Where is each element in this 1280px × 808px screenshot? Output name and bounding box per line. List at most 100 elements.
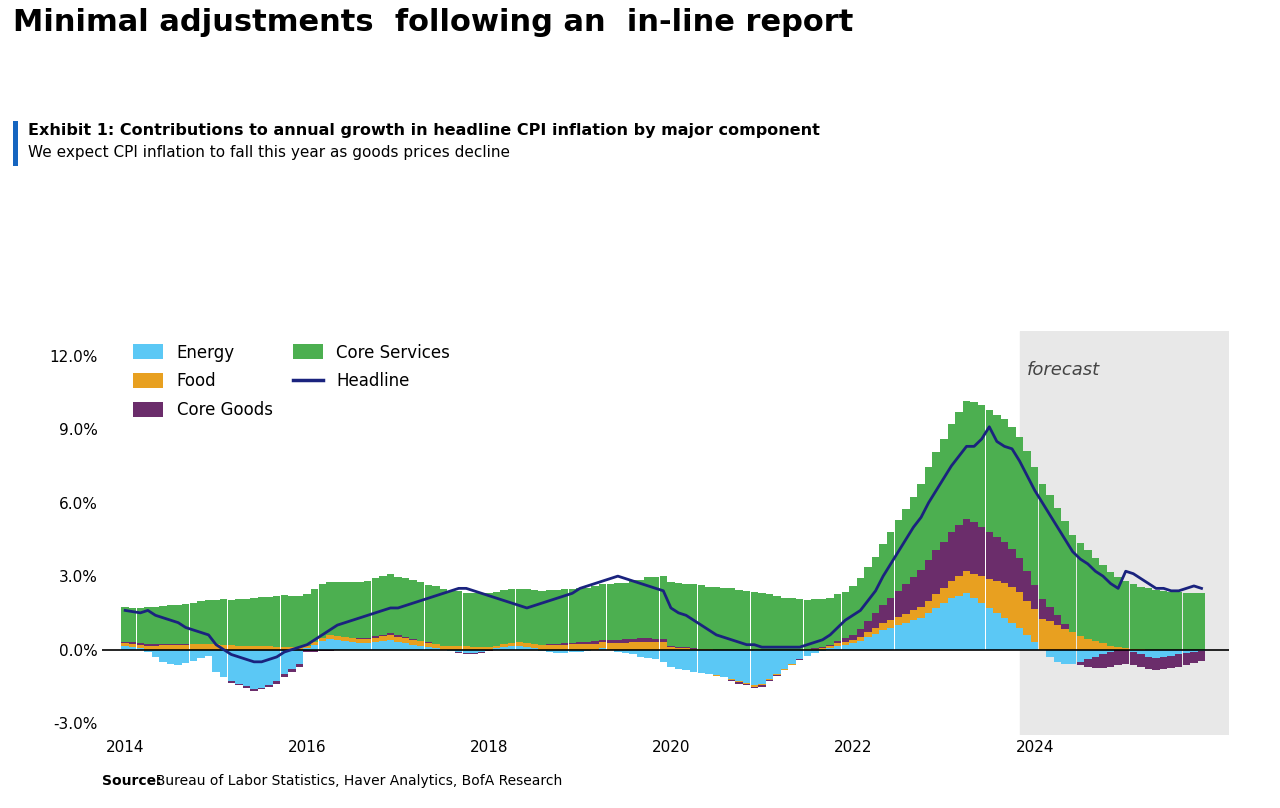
Bar	[1183, 650, 1190, 653]
Bar	[955, 576, 963, 595]
Bar	[933, 550, 940, 595]
Bar	[159, 650, 166, 662]
Bar	[765, 680, 773, 681]
Bar	[576, 644, 584, 650]
Bar	[841, 638, 849, 642]
Bar	[1084, 638, 1092, 650]
Bar	[243, 646, 250, 650]
Bar	[599, 640, 607, 642]
Bar	[925, 467, 932, 560]
Bar	[257, 597, 265, 646]
Bar	[690, 649, 698, 650]
Bar	[1053, 650, 1061, 662]
Bar	[174, 650, 182, 666]
Bar	[796, 600, 804, 650]
Bar	[970, 574, 978, 598]
Bar	[675, 583, 682, 646]
Bar	[765, 679, 773, 680]
Bar	[970, 402, 978, 522]
Bar	[410, 640, 417, 645]
Bar	[879, 605, 887, 624]
Bar	[553, 645, 561, 650]
Bar	[1129, 584, 1137, 649]
Bar	[667, 650, 675, 667]
Bar	[675, 646, 682, 648]
Bar	[1144, 650, 1152, 657]
Bar	[1183, 593, 1190, 650]
Bar	[940, 603, 947, 650]
Bar	[394, 635, 402, 637]
Bar	[940, 439, 947, 542]
Bar	[993, 612, 1001, 650]
Bar	[796, 650, 804, 659]
Bar	[607, 640, 614, 643]
Bar	[1030, 642, 1038, 650]
Bar	[440, 646, 447, 650]
Bar	[326, 638, 334, 650]
Bar	[205, 644, 212, 650]
Bar	[410, 639, 417, 640]
Bar	[622, 650, 630, 653]
Bar	[1024, 571, 1030, 600]
Bar	[872, 613, 879, 628]
Bar	[856, 578, 864, 629]
Bar	[933, 608, 940, 650]
Bar	[910, 610, 918, 621]
Bar	[152, 650, 159, 657]
Bar	[1107, 652, 1115, 667]
Bar	[1160, 657, 1167, 669]
Bar	[371, 638, 379, 642]
Bar	[812, 600, 819, 648]
Bar	[493, 591, 500, 646]
Bar	[690, 650, 698, 671]
Bar	[288, 669, 296, 672]
Bar	[675, 650, 682, 669]
Bar	[326, 582, 334, 635]
Bar	[296, 595, 303, 647]
Bar	[273, 596, 280, 646]
Bar	[122, 646, 129, 650]
Bar	[607, 643, 614, 650]
Bar	[477, 647, 485, 650]
Bar	[296, 650, 303, 664]
Bar	[993, 537, 1001, 581]
Bar	[236, 646, 242, 650]
Bar	[1167, 650, 1175, 656]
Bar	[1190, 650, 1198, 652]
Bar	[902, 614, 910, 623]
Bar	[918, 484, 924, 570]
Bar	[682, 648, 690, 650]
Bar	[311, 642, 319, 645]
Bar	[387, 640, 394, 650]
Bar	[137, 608, 145, 643]
Bar	[1038, 600, 1046, 619]
Bar	[1046, 650, 1053, 657]
Bar	[402, 643, 410, 650]
Bar	[1190, 652, 1198, 663]
Bar	[394, 637, 402, 642]
Bar	[122, 643, 129, 646]
Bar	[986, 579, 993, 608]
Bar	[454, 591, 462, 646]
Bar	[1061, 650, 1069, 664]
Bar	[835, 643, 841, 646]
Bar	[1107, 650, 1115, 652]
Bar	[630, 580, 636, 639]
Bar	[742, 684, 750, 685]
Bar	[425, 642, 433, 647]
Bar	[356, 582, 364, 638]
Bar	[614, 640, 622, 643]
Bar	[788, 598, 796, 650]
Bar	[182, 645, 189, 650]
Bar	[978, 603, 986, 650]
Bar	[758, 685, 765, 687]
Bar	[251, 599, 257, 646]
Bar	[864, 621, 872, 632]
Bar	[166, 644, 174, 645]
Bar	[879, 624, 887, 630]
Bar	[622, 583, 630, 639]
Bar	[918, 607, 924, 618]
Bar	[614, 643, 622, 650]
Bar	[531, 648, 538, 650]
Bar	[265, 597, 273, 646]
